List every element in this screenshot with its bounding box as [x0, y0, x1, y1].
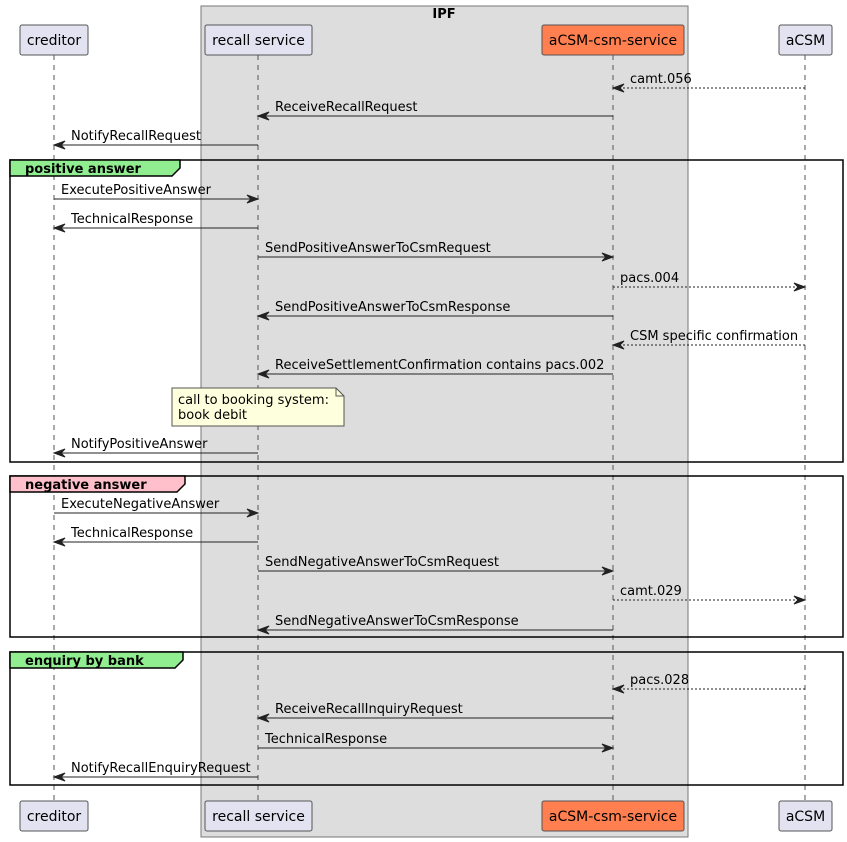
arrowhead-icon — [601, 252, 615, 262]
participant-creditor-top[interactable]: creditor — [19, 24, 89, 56]
message-arrow: ExecuteNegativeAnswer — [54, 497, 260, 518]
arrowhead-icon — [601, 566, 615, 576]
participant-label: aCSM-csm-service — [549, 33, 677, 49]
message-label: ExecutePositiveAnswer — [61, 183, 212, 198]
participant-recall-bottom[interactable]: recall service — [204, 800, 313, 832]
group-label-tab — [9, 159, 181, 177]
participant-csm-top[interactable]: aCSM-csm-service — [541, 24, 685, 56]
arrowhead-icon — [52, 448, 66, 458]
arrowhead-icon — [52, 772, 66, 782]
message-label: ReceiveSettlementConfirmation contains p… — [275, 358, 604, 373]
message-label: ExecuteNegativeAnswer — [61, 497, 220, 512]
arrowhead-icon — [256, 311, 270, 321]
message-label: ReceiveRecallRequest — [275, 100, 418, 115]
message-arrow: NotifyRecallEnquiryRequest — [52, 761, 258, 782]
participant-label: recall service — [212, 809, 305, 825]
participant-csm-bottom[interactable]: aCSM-csm-service — [541, 800, 685, 832]
message-label: NotifyRecallRequest — [71, 129, 201, 144]
message-arrow: SendPositiveAnswerToCsmResponse — [256, 300, 613, 321]
arrowhead-icon — [256, 369, 270, 379]
message-arrow: NotifyPositiveAnswer — [52, 437, 258, 458]
group-label: positive answer — [25, 162, 142, 177]
message-arrow: pacs.028 — [611, 673, 805, 694]
arrowhead-icon — [246, 508, 260, 518]
ipf-box-title: IPF — [432, 7, 455, 22]
message-arrow: camt.056 — [611, 72, 805, 93]
message-arrow: ExecutePositiveAnswer — [54, 183, 260, 204]
participant-recall-top[interactable]: recall service — [204, 24, 313, 56]
message-arrow: TechnicalResponse — [52, 526, 258, 547]
message-label: CSM specific confirmation — [630, 329, 798, 344]
participant-acsm-top[interactable]: aCSM — [778, 24, 833, 56]
participant-creditor-bottom[interactable]: creditor — [19, 800, 89, 832]
message-label: TechnicalResponse — [70, 526, 193, 541]
message-arrow: NotifyRecallRequest — [52, 129, 258, 150]
message-label: NotifyPositiveAnswer — [71, 437, 208, 452]
arrowhead-icon — [793, 595, 807, 605]
message-label: SendNegativeAnswerToCsmRequest — [265, 555, 499, 570]
arrowhead-icon — [52, 140, 66, 150]
message-arrow: TechnicalResponse — [258, 732, 615, 753]
arrowhead-icon — [52, 537, 66, 547]
message-label: NotifyRecallEnquiryRequest — [71, 761, 251, 776]
group-label: enquiry by bank — [25, 654, 144, 669]
message-arrow: CSM specific confirmation — [611, 329, 805, 350]
message-label: camt.029 — [620, 584, 682, 599]
message-arrow: ReceiveSettlementConfirmation contains p… — [256, 358, 613, 379]
participant-label: creditor — [27, 33, 82, 49]
arrowhead-icon — [611, 684, 625, 694]
arrowhead-icon — [256, 111, 270, 121]
message-arrow: ReceiveRecallInquiryRequest — [256, 702, 613, 723]
message-label: pacs.028 — [630, 673, 689, 688]
arrowhead-icon — [256, 713, 270, 723]
message-arrow: SendNegativeAnswerToCsmRequest — [258, 555, 615, 576]
message-arrow: TechnicalResponse — [52, 212, 258, 233]
group-label: negative answer — [25, 478, 147, 493]
participant-label: creditor — [27, 809, 82, 825]
group-frame: enquiry by bank — [9, 651, 844, 786]
arrowhead-icon — [246, 194, 260, 204]
message-label: SendPositiveAnswerToCsmRequest — [265, 241, 491, 256]
participant-acsm-bottom[interactable]: aCSM — [778, 800, 833, 832]
message-label: SendNegativeAnswerToCsmResponse — [275, 614, 519, 629]
message-label: ReceiveRecallInquiryRequest — [275, 702, 463, 717]
arrowhead-icon — [601, 743, 615, 753]
message-arrow: pacs.004 — [613, 271, 807, 292]
message-arrow: SendPositiveAnswerToCsmRequest — [258, 241, 615, 262]
participant-label: recall service — [212, 33, 305, 49]
message-label: TechnicalResponse — [70, 212, 193, 227]
note-line: book debit — [178, 408, 247, 423]
group-label-tab — [9, 475, 186, 493]
message-label: SendPositiveAnswerToCsmResponse — [275, 300, 510, 315]
arrowhead-icon — [52, 223, 66, 233]
arrowhead-icon — [793, 282, 807, 292]
group-frame: negative answer — [9, 475, 844, 638]
group-frame: positive answer — [9, 159, 844, 463]
participant-label: aCSM — [786, 809, 825, 825]
message-label: camt.056 — [630, 72, 692, 87]
group-label-tab — [9, 651, 184, 669]
message-arrow: camt.029 — [613, 584, 807, 605]
arrowhead-icon — [256, 625, 270, 635]
note-line: call to booking system: — [178, 393, 329, 408]
participant-label: aCSM — [786, 33, 825, 49]
message-label: TechnicalResponse — [264, 732, 387, 747]
participant-label: aCSM-csm-service — [549, 809, 677, 825]
arrowhead-icon — [611, 340, 625, 350]
note: call to booking system:book debit — [171, 387, 345, 427]
arrowhead-icon — [611, 83, 625, 93]
message-arrow: ReceiveRecallRequest — [256, 100, 613, 121]
message-arrow: SendNegativeAnswerToCsmResponse — [256, 614, 613, 635]
message-label: pacs.004 — [620, 271, 679, 286]
